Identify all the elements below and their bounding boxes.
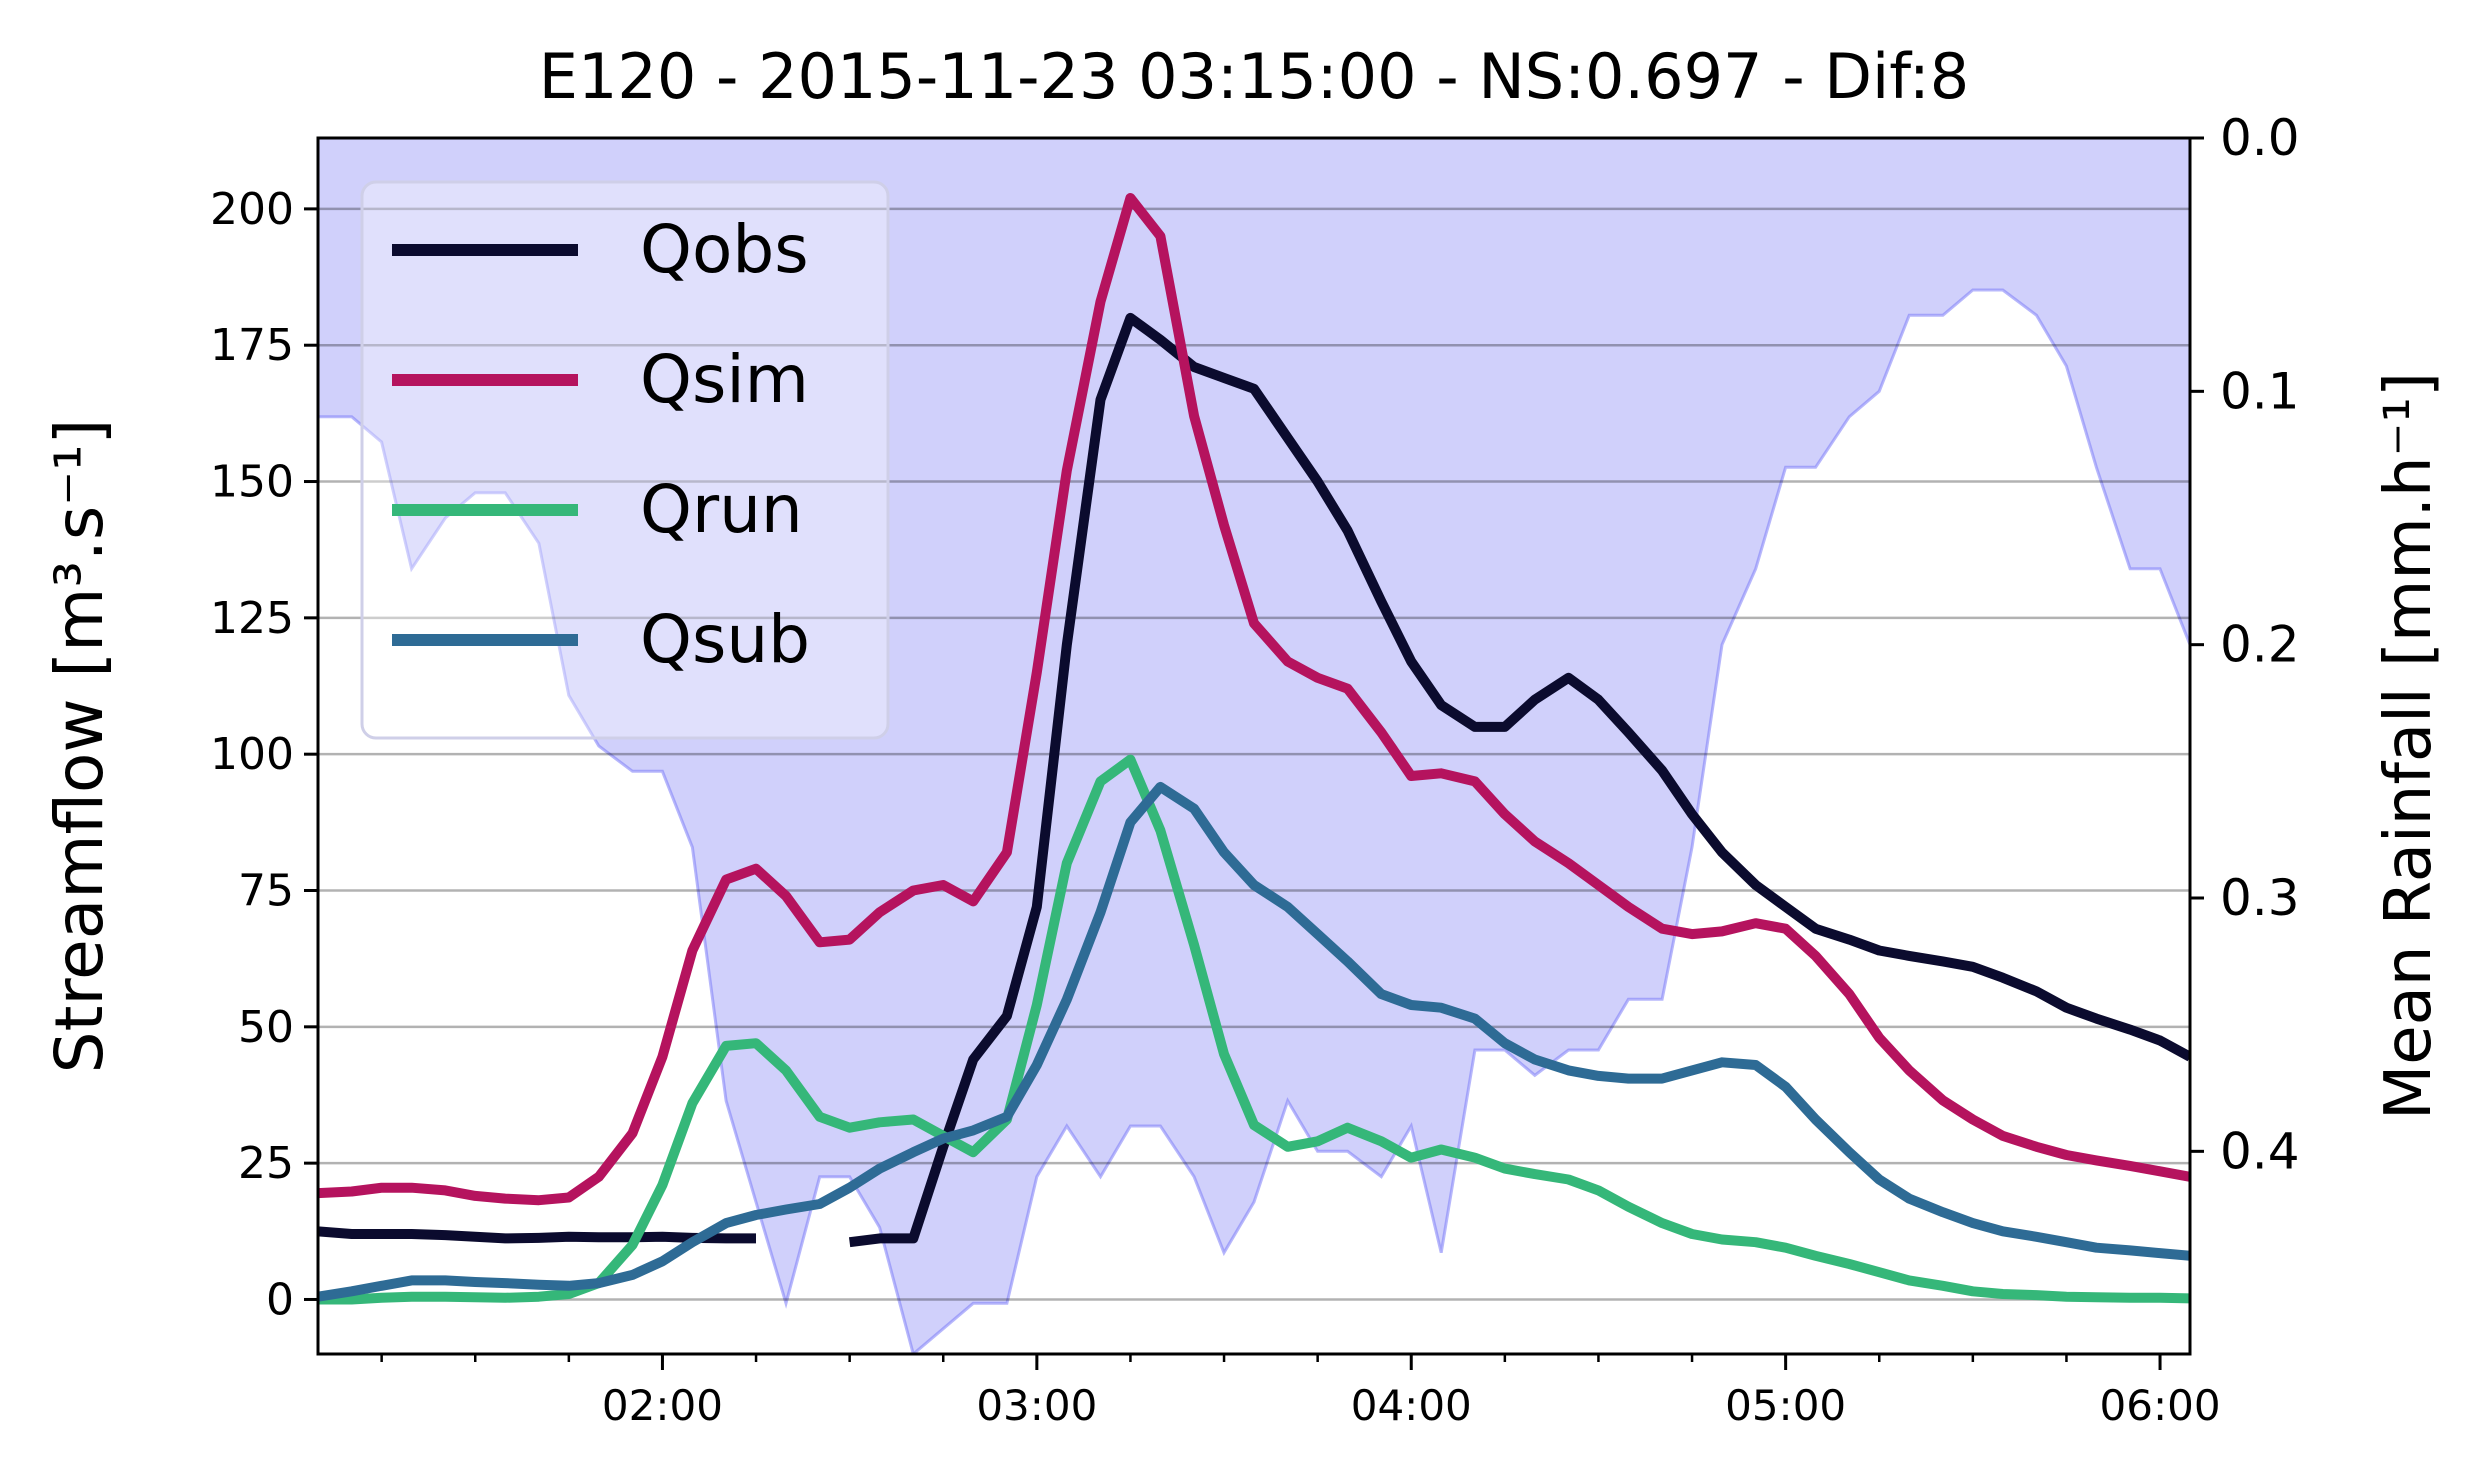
y-left-tick-label-200: 200 xyxy=(210,184,294,235)
x-tick-label-3: 05:00 xyxy=(1725,1381,1846,1430)
y-left-tick-label-25: 25 xyxy=(238,1138,294,1189)
legend: Qobs Qsim Qrun Qsub xyxy=(360,180,890,740)
y-right-tick-label-4: 0.4 xyxy=(2220,1122,2300,1180)
axes-frame xyxy=(316,136,2192,1356)
y-axis-label-left: Streamflow [m³.s⁻¹] xyxy=(41,419,118,1074)
legend-label-qsim: Qsim xyxy=(640,341,809,418)
y-left-tick-label-125: 125 xyxy=(210,593,294,644)
y-right-tick-label-1: 0.1 xyxy=(2220,362,2300,420)
series-line-qobs xyxy=(318,312,2190,1248)
y-left-tick-label-50: 50 xyxy=(238,1002,294,1053)
x-tick-label-4: 06:00 xyxy=(2100,1381,2221,1430)
legend-label-qrun: Qrun xyxy=(640,471,803,548)
y-left-tick-label-100: 100 xyxy=(210,729,294,780)
y-left-tick-label-150: 150 xyxy=(210,457,294,508)
legend-box xyxy=(360,180,890,740)
y-right-tick-label-3: 0.3 xyxy=(2220,869,2300,927)
legend-label-qobs: Qobs xyxy=(640,211,809,288)
y-left-tick-label-175: 175 xyxy=(210,320,294,371)
x-tick-label-1: 03:00 xyxy=(976,1381,1097,1430)
chart-title: E120 - 2015-11-23 03:15:00 - NS:0.697 - … xyxy=(539,40,1969,113)
legend-label-qsub: Qsub xyxy=(640,601,810,678)
y-left-tick-label-75: 75 xyxy=(238,866,294,917)
y-right-tick-label-0: 0.0 xyxy=(2220,109,2300,167)
series-line-qsub xyxy=(318,781,2190,1302)
x-tick-label-2: 04:00 xyxy=(1351,1381,1472,1430)
y-axis-label-right: Mean Rainfall [mm.h⁻¹] xyxy=(2372,372,2446,1120)
y-left-tick-label-0: 0 xyxy=(266,1274,294,1325)
plot-area: 0 25 50 75 100 125 150 175 200 0.0 0.1 0.2 0.3 0.4 02:… xyxy=(41,109,2446,1430)
rainfall-line xyxy=(318,288,2190,1354)
x-tick-label-0: 02:00 xyxy=(602,1381,723,1430)
series-line-qrun xyxy=(318,754,2190,1305)
rainfall-area xyxy=(318,138,2190,1354)
series-line-qsim xyxy=(318,193,2190,1206)
y-right-tick-label-2: 0.2 xyxy=(2220,616,2300,674)
